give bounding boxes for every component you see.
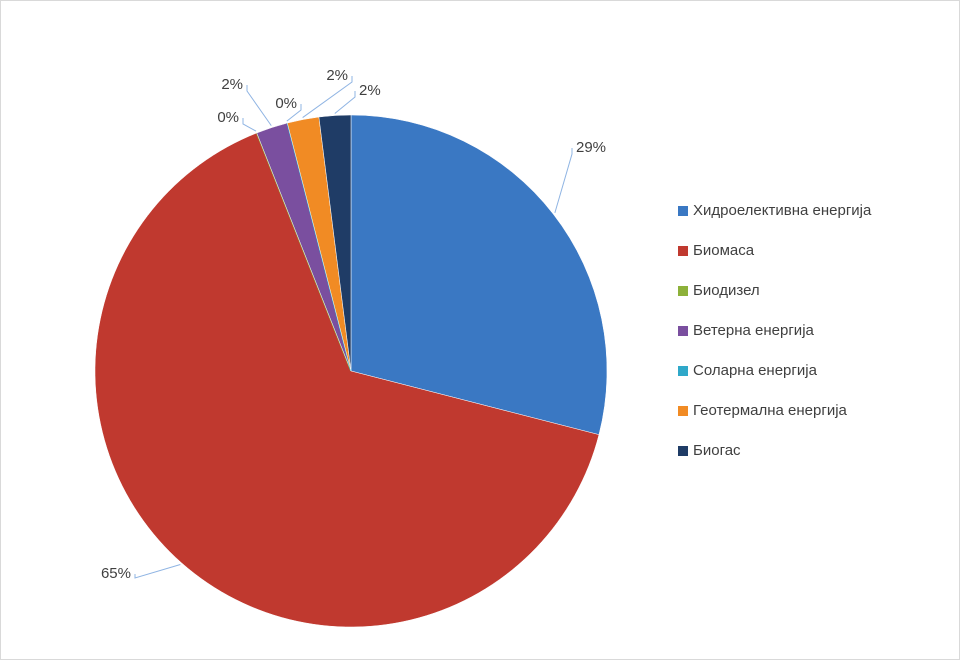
- legend-swatch: [678, 366, 688, 376]
- leader-line: [242, 118, 257, 132]
- data-label: 0%: [275, 95, 297, 112]
- pie-slice: [350, 114, 608, 435]
- legend-swatch: [678, 286, 688, 296]
- data-label: 29%: [576, 139, 606, 156]
- data-label: 2%: [221, 76, 243, 93]
- legend-swatch: [678, 206, 688, 216]
- legend-label: Ветерна енергија: [693, 322, 815, 339]
- data-label: 2%: [359, 82, 381, 99]
- legend-label: Биогас: [693, 442, 741, 459]
- leader-line: [134, 564, 181, 579]
- legend-swatch: [678, 446, 688, 456]
- legend-swatch: [678, 406, 688, 416]
- leader-line: [334, 91, 356, 114]
- pie-slice: [318, 114, 352, 372]
- leader-line: [302, 76, 353, 118]
- data-label: 65%: [101, 565, 131, 582]
- legend-label: Биодизел: [693, 282, 760, 299]
- leader-line: [554, 148, 573, 214]
- data-label: 0%: [217, 109, 239, 126]
- legend-label: Биомаса: [693, 242, 755, 259]
- leader-line: [246, 85, 272, 126]
- pie-slice: [94, 132, 600, 628]
- legend-label: Геотермална енергија: [693, 402, 848, 419]
- legend-label: Хидроелективна енергија: [693, 202, 872, 219]
- legend-swatch: [678, 326, 688, 336]
- leader-line: [286, 104, 302, 122]
- legend-label: Соларна енергија: [693, 362, 818, 379]
- data-label: 2%: [326, 67, 348, 84]
- legend-swatch: [678, 246, 688, 256]
